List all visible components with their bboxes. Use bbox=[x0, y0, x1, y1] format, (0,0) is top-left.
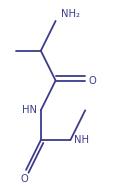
Text: O: O bbox=[89, 76, 97, 86]
Text: NH₂: NH₂ bbox=[60, 9, 80, 19]
Text: O: O bbox=[21, 174, 29, 184]
Text: HN: HN bbox=[22, 105, 37, 115]
Text: NH: NH bbox=[74, 135, 89, 145]
